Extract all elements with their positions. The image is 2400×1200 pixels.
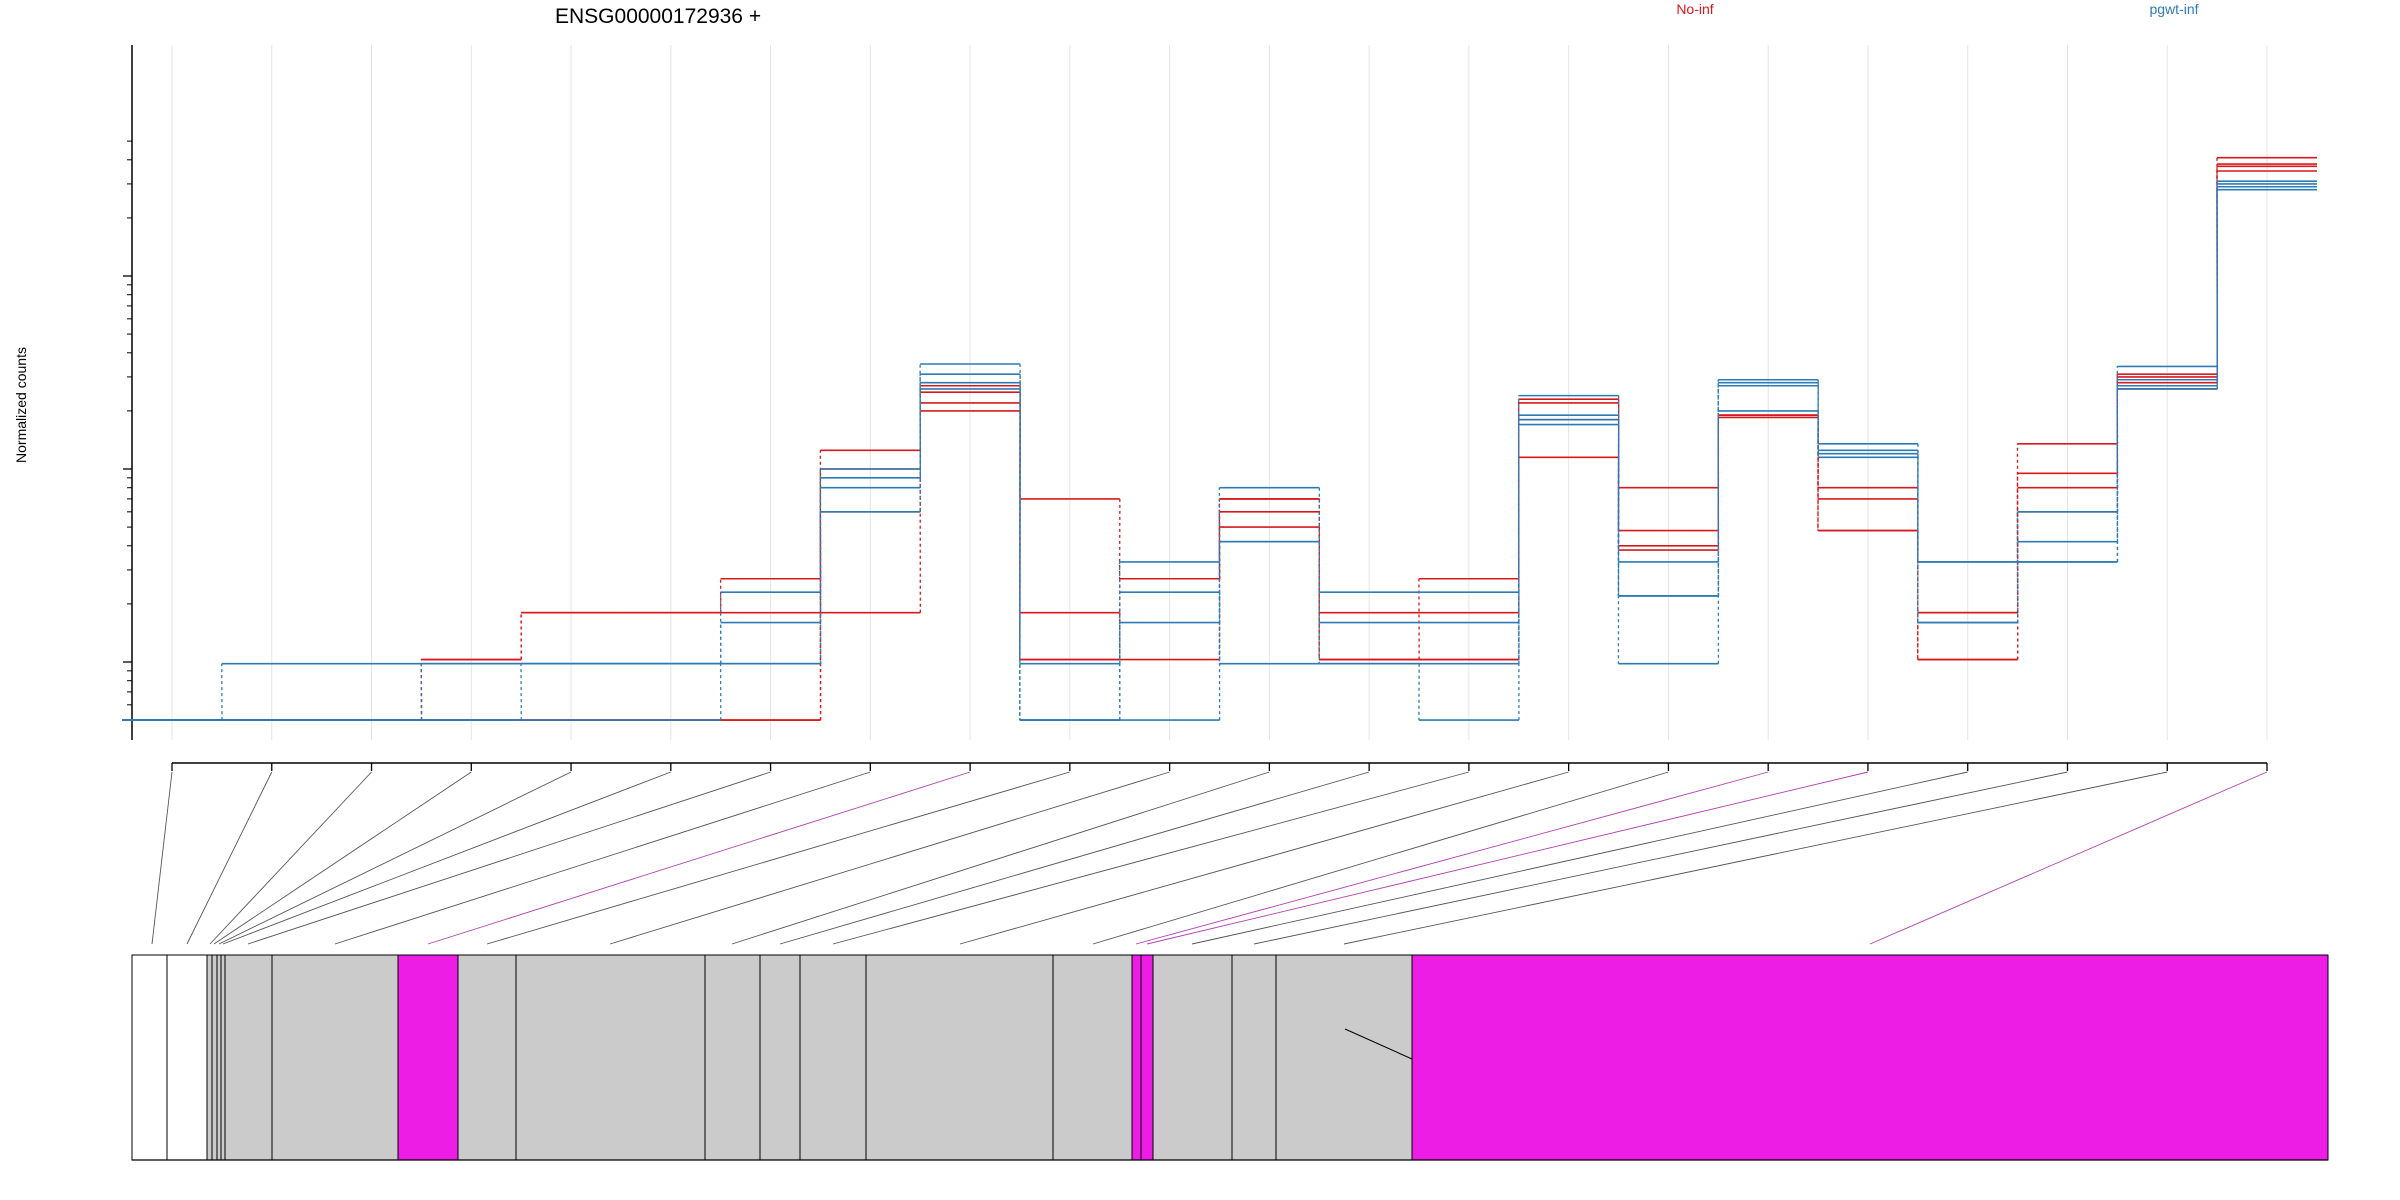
- connector-e002: [186, 771, 273, 945]
- exon-box-e007: [224, 954, 273, 1161]
- connector-e009: [427, 771, 971, 945]
- exon-box-e016: [1052, 954, 1133, 1161]
- exon-box-e003: [206, 954, 213, 1161]
- exon-connectors: [151, 771, 2268, 945]
- exon-box-e010: [457, 954, 517, 1161]
- exon-box-e018: [1140, 954, 1154, 1161]
- exon-box-e002: [166, 954, 208, 1161]
- connector-e022: [1869, 771, 2268, 945]
- connector-e003: [209, 771, 372, 945]
- legend-no-inf: No-inf: [1676, 1, 1713, 17]
- y-axis-label: Normalized counts: [13, 347, 29, 463]
- exon-box-e019: [1152, 954, 1233, 1161]
- connector-e006: [222, 771, 671, 945]
- exon-box-e017: [1131, 954, 1142, 1161]
- exon-box-e004: [211, 954, 218, 1161]
- connector-e017: [1135, 771, 1769, 945]
- exon-box-e011: [515, 954, 706, 1161]
- connector-e004: [213, 771, 472, 945]
- gene-model: [131, 954, 2329, 1161]
- connector-e010: [486, 771, 1070, 945]
- connector-e011: [609, 771, 1170, 945]
- exon-box-e006: [220, 954, 226, 1161]
- series-pgwt-inf-4: [122, 180, 2317, 721]
- exon-box-e013: [759, 954, 801, 1161]
- connector-e021: [1343, 771, 2168, 945]
- series-lines: [122, 156, 2317, 721]
- exon-box-e001: [131, 954, 168, 1161]
- connector-e005: [218, 771, 572, 945]
- exon-box-e008: [271, 954, 399, 1161]
- series-pgwt-inf-7: [122, 188, 2317, 721]
- connector-e012: [731, 771, 1270, 945]
- connector-e014: [832, 771, 1470, 945]
- exon-box-e015: [865, 954, 1054, 1161]
- exon-box-e021: [1275, 954, 1413, 1161]
- exon-box-e022: [1411, 954, 2329, 1161]
- series-no-inf-2: [122, 170, 2317, 721]
- connector-e015: [959, 771, 1569, 945]
- exon-box-e020: [1231, 954, 1277, 1161]
- connector-e008: [334, 771, 871, 945]
- legend-pgwt-inf: pgwt-inf: [2149, 1, 2198, 17]
- chart-title: ENSG00000172936 +: [555, 5, 761, 28]
- intron-line: [1344, 1028, 1413, 1060]
- connector-e013: [779, 771, 1370, 945]
- exon-box-e009: [397, 954, 459, 1161]
- connector-e019: [1191, 771, 1968, 945]
- plot-axes: [123, 45, 2268, 771]
- connector-e007: [247, 771, 771, 945]
- exon-box-e005: [216, 954, 222, 1161]
- connector-e020: [1253, 771, 2068, 945]
- connector-e001: [151, 771, 173, 945]
- vertical-grid: [171, 45, 2268, 740]
- exon-box-e012: [704, 954, 761, 1161]
- connector-e016: [1092, 771, 1669, 945]
- exon-box-e014: [799, 954, 867, 1161]
- connector-e018: [1146, 771, 1869, 945]
